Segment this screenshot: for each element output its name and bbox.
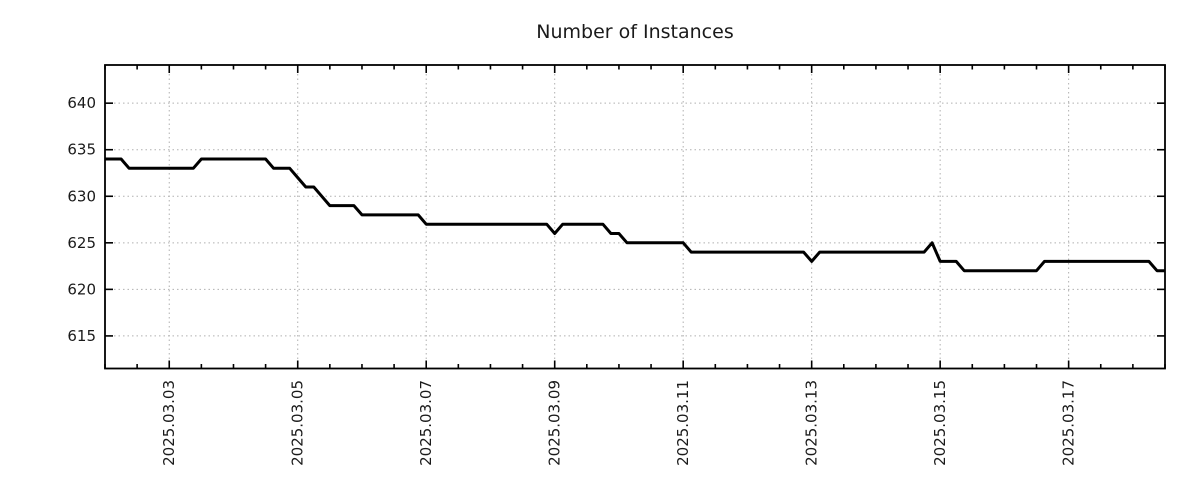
y-tick-label: 640 bbox=[67, 94, 96, 112]
x-tick-label: 2025.03.15 bbox=[931, 380, 949, 466]
grid-lines bbox=[105, 65, 1165, 369]
x-tick-label: 2025.03.03 bbox=[160, 380, 178, 466]
data-line-layer bbox=[105, 157, 1165, 273]
data-line bbox=[105, 157, 1165, 273]
axes-and-ticks bbox=[104, 64, 1166, 370]
chart-title: Number of Instances bbox=[536, 21, 733, 43]
y-tick-label: 620 bbox=[67, 280, 96, 298]
x-tick-label: 2025.03.05 bbox=[289, 380, 307, 466]
y-tick-label: 635 bbox=[67, 141, 96, 159]
y-tick-label: 630 bbox=[67, 187, 96, 205]
x-tick-label: 2025.03.07 bbox=[417, 380, 435, 466]
x-tick-label: 2025.03.17 bbox=[1060, 380, 1078, 466]
y-tick-label: 615 bbox=[67, 327, 96, 345]
plot-border bbox=[104, 64, 1166, 370]
y-tick-label: 625 bbox=[67, 234, 96, 252]
axis-labels: 615 620 625 630 635 640 2025.03.03 2025.03.05 20… bbox=[67, 94, 1077, 466]
x-tick-label: 2025.03.13 bbox=[803, 380, 821, 466]
x-tick-label: 2025.03.11 bbox=[674, 380, 692, 466]
x-tick-label: 2025.03.09 bbox=[546, 380, 564, 466]
